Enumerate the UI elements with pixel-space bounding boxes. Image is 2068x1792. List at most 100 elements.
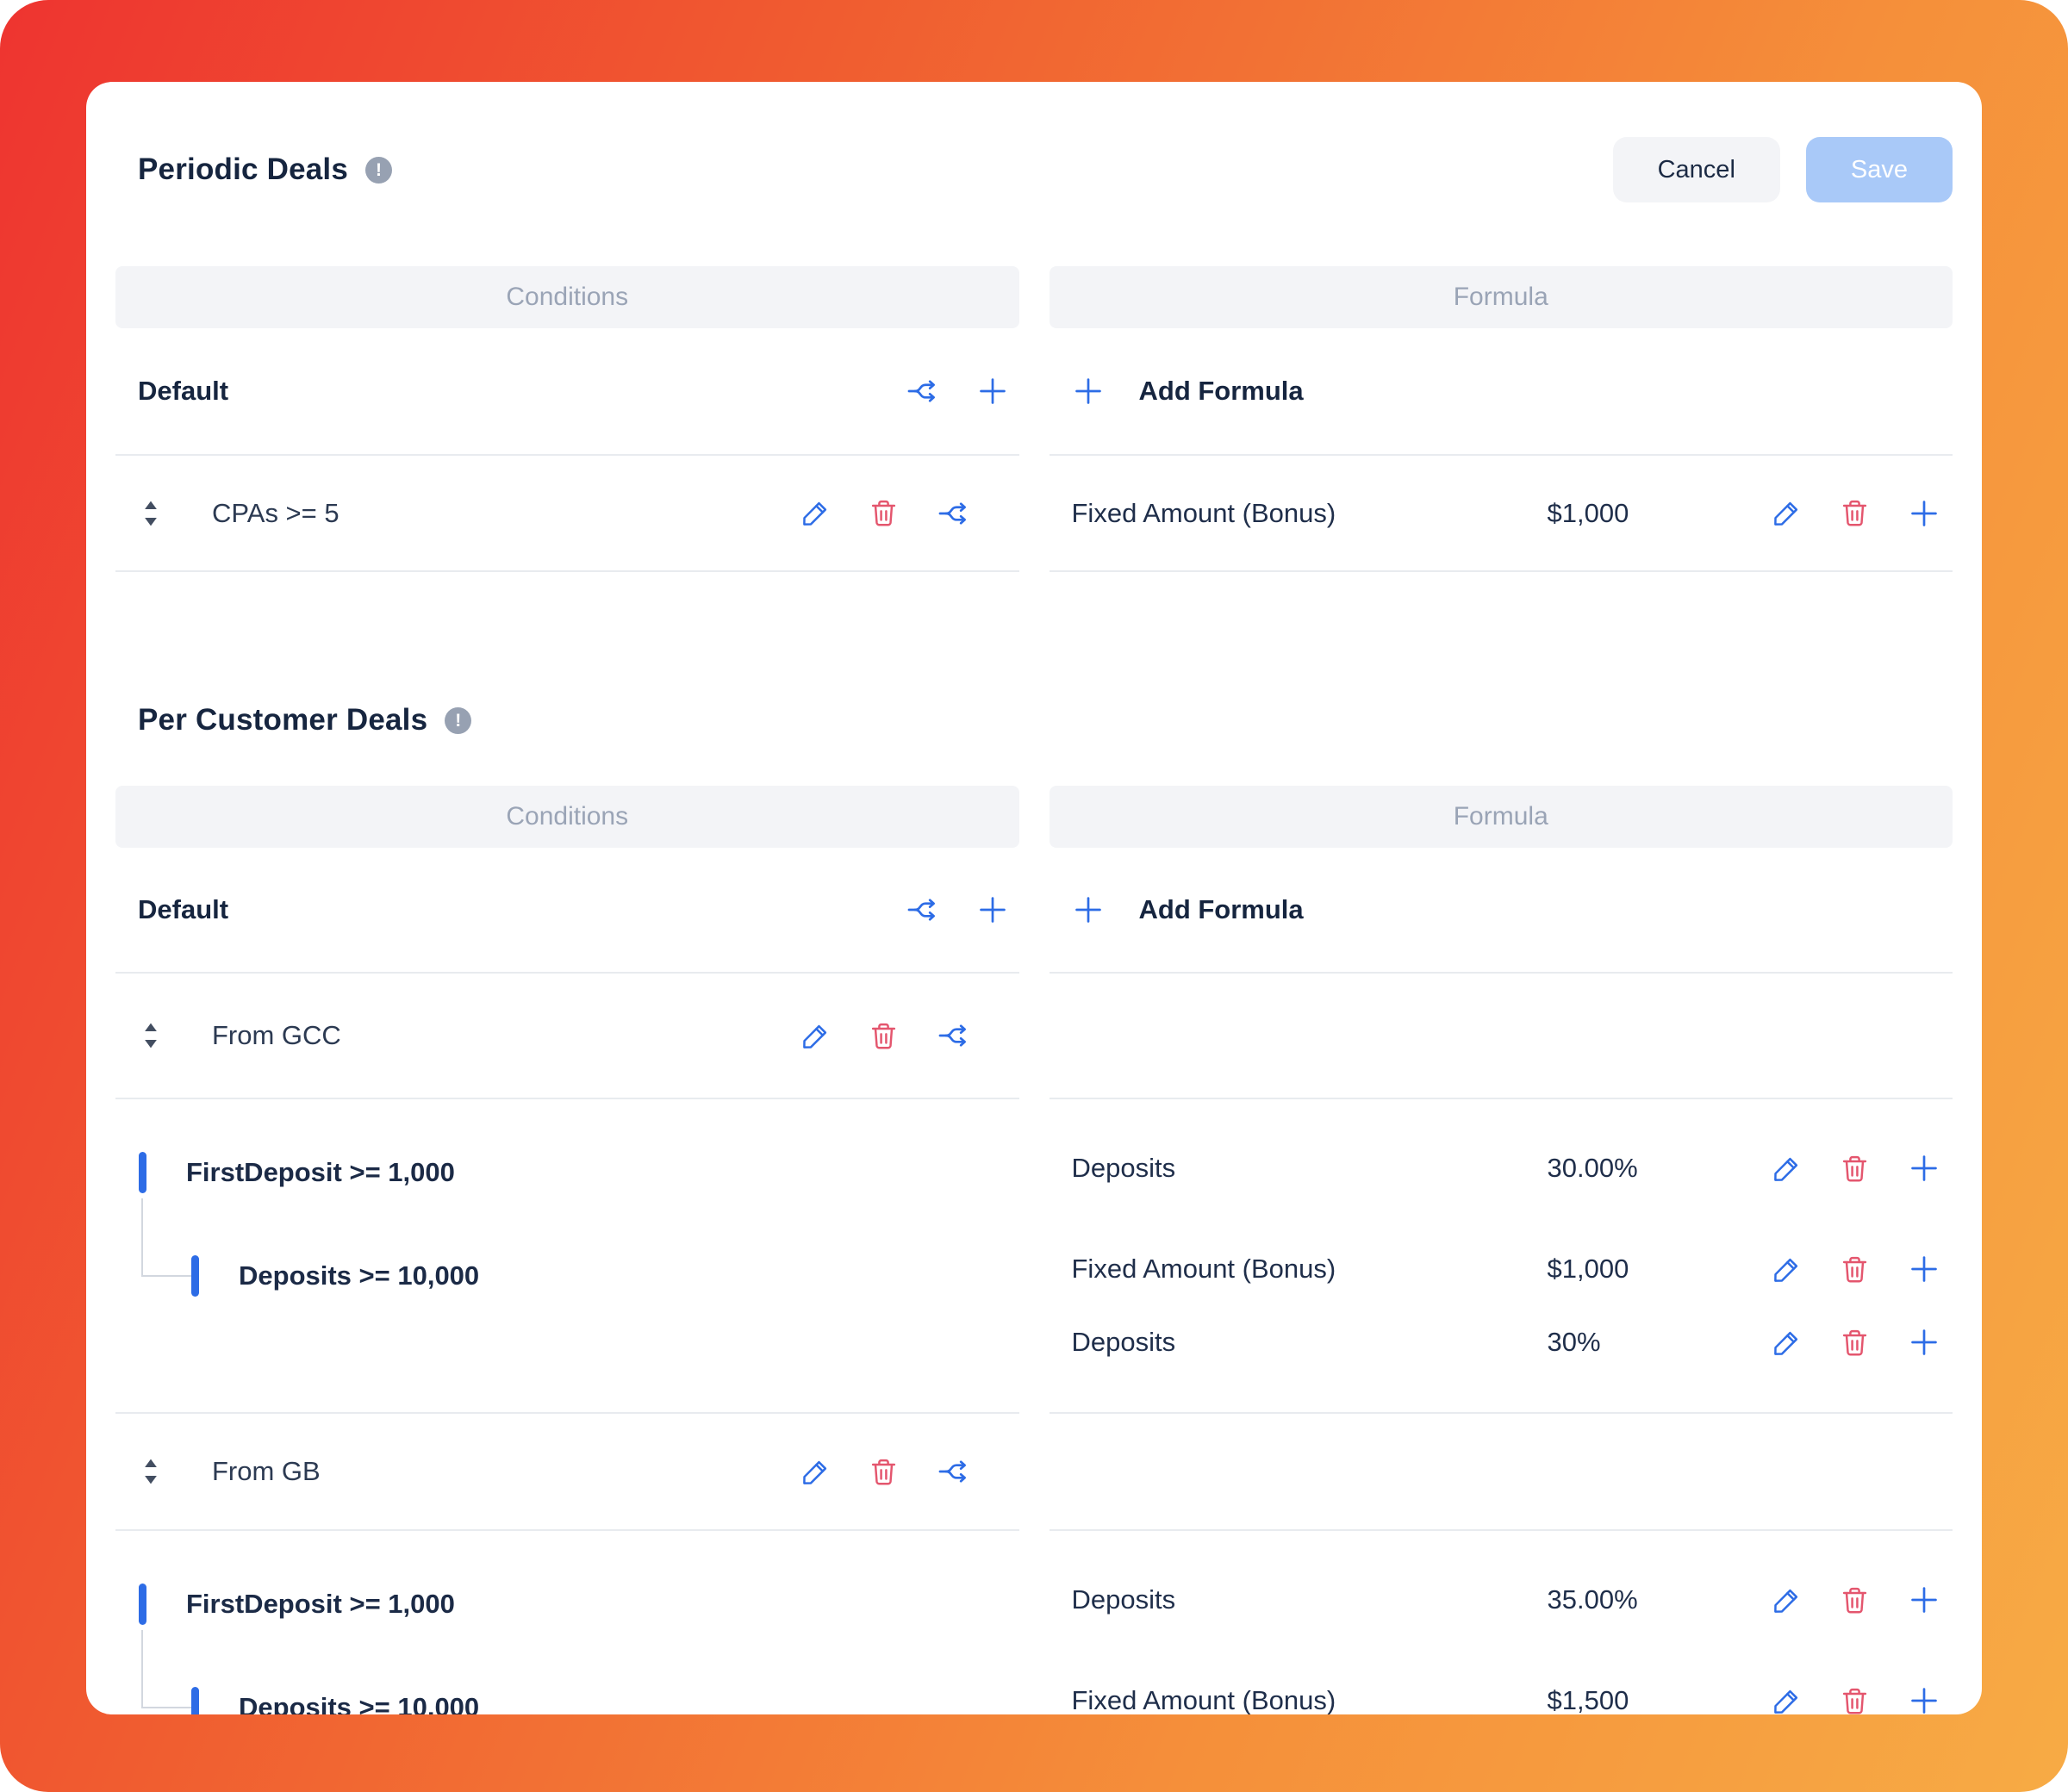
- group-actions: [800, 1019, 969, 1052]
- per-customer-deals-section: Per Customer Deals ! Conditions Formula …: [115, 703, 1953, 1714]
- group-condition-cell: From GCC: [115, 974, 1019, 1099]
- add-formula-label: Add Formula: [1138, 894, 1304, 924]
- edit-formula-button[interactable]: [1772, 1585, 1802, 1615]
- delete-group-button[interactable]: [869, 1457, 899, 1487]
- group-formulas-cell: Deposits 35.00% Fixed Amount (Bonus) $1,…: [1050, 1531, 1953, 1714]
- add-formula-button[interactable]: [1908, 1584, 1940, 1616]
- edit-group-button[interactable]: [800, 1021, 831, 1051]
- formula-stack: Deposits 35.00% Fixed Amount (Bonus) $1,…: [1050, 1531, 1953, 1714]
- edit-formula-button[interactable]: [1772, 1154, 1802, 1184]
- info-icon[interactable]: !: [365, 156, 393, 184]
- add-formula-button[interactable]: [1908, 1253, 1940, 1285]
- formula-value: $1,000: [1547, 1254, 1629, 1284]
- default-band: Default Add Formula: [115, 848, 1953, 974]
- add-formula-label: Add Formula: [1138, 376, 1304, 406]
- header-actions: Cancel Save: [1612, 137, 1953, 202]
- group-band-gb: From GB: [115, 1414, 1953, 1531]
- default-row: Default: [115, 848, 1019, 974]
- drag-handle-icon[interactable]: [138, 1456, 164, 1487]
- group-row: From GCC: [115, 1019, 1019, 1052]
- conditions-column-header: Conditions: [115, 786, 1019, 848]
- group-band-gcc: From GCC: [115, 974, 1953, 1099]
- group-row: From GB: [115, 1455, 1019, 1488]
- formula-row: Deposits 30%: [1050, 1308, 1953, 1377]
- group-actions: [800, 1455, 969, 1488]
- drag-handle-icon[interactable]: [138, 498, 164, 529]
- formula-value: 35.00%: [1547, 1584, 1638, 1615]
- branch-condition-button[interactable]: [906, 893, 938, 926]
- nested-condition-text: Deposits >= 10,000: [239, 1692, 480, 1714]
- add-condition-button[interactable]: [976, 375, 1009, 408]
- save-button[interactable]: Save: [1805, 137, 1953, 202]
- delete-formula-button[interactable]: [1840, 1585, 1870, 1615]
- cancel-button[interactable]: Cancel: [1612, 137, 1780, 202]
- condition-level-bar: [191, 1255, 199, 1297]
- add-formula-icon[interactable]: [1072, 893, 1105, 926]
- nested-condition-text: Deposits >= 10,000: [239, 1260, 480, 1291]
- add-formula-button[interactable]: [1908, 1326, 1940, 1359]
- edit-formula-button[interactable]: [1772, 498, 1802, 528]
- condition-level-bar: [191, 1687, 199, 1714]
- add-formula-button[interactable]: [1908, 1684, 1940, 1714]
- group-name: From GCC: [212, 1020, 341, 1050]
- tree-connector-line: [141, 1198, 191, 1277]
- condition-level-bar: [139, 1152, 146, 1193]
- rule-band: CPAs >= 5 Fixed Amount (Bonus) $1,000: [115, 456, 1953, 572]
- info-icon[interactable]: !: [445, 706, 472, 734]
- formula-value: 30.00%: [1547, 1153, 1638, 1183]
- edit-group-button[interactable]: [800, 1457, 831, 1487]
- delete-formula-button[interactable]: [1840, 1686, 1870, 1715]
- formula-name: Deposits: [1071, 1153, 1176, 1183]
- add-formula-button[interactable]: [1908, 1152, 1940, 1185]
- formula-actions: [1772, 1584, 1940, 1616]
- formula-column-header: Formula: [1049, 266, 1953, 328]
- formula-name: Fixed Amount (Bonus): [1071, 1254, 1336, 1284]
- formula-name: Deposits: [1071, 1584, 1176, 1615]
- panel-header: Periodic Deals ! Cancel Save: [115, 82, 1953, 202]
- delete-condition-button[interactable]: [869, 498, 899, 528]
- nested-condition-row: FirstDeposit >= 1,000: [115, 1129, 1019, 1216]
- formula-row: Fixed Amount (Bonus) $1,500: [1050, 1662, 1953, 1714]
- nested-conditions-cell: FirstDeposit >= 1,000 Deposits >= 10,000: [115, 1531, 1019, 1714]
- edit-formula-button[interactable]: [1772, 1328, 1802, 1358]
- formula-value: $1,000: [1547, 497, 1629, 528]
- nested-condition-text: FirstDeposit >= 1,000: [186, 1157, 455, 1187]
- formula-name: Fixed Amount (Bonus): [1071, 1685, 1336, 1714]
- formula-actions: [1772, 1152, 1940, 1185]
- formula-column-header: Formula: [1049, 786, 1953, 848]
- add-formula-icon[interactable]: [1072, 375, 1105, 408]
- delete-formula-button[interactable]: [1840, 1254, 1870, 1285]
- delete-group-button[interactable]: [869, 1021, 899, 1051]
- formula-cell: Fixed Amount (Bonus) $1,000: [1049, 456, 1953, 572]
- branch-condition-button[interactable]: [906, 375, 938, 408]
- formula-actions: [1772, 1253, 1940, 1285]
- add-formula-button[interactable]: [1908, 497, 1940, 530]
- delete-formula-button[interactable]: [1840, 498, 1870, 528]
- add-condition-button[interactable]: [976, 893, 1009, 926]
- condition-text: CPAs >= 5: [212, 497, 339, 528]
- delete-formula-button[interactable]: [1840, 1154, 1870, 1184]
- branch-group-button[interactable]: [937, 1455, 969, 1488]
- formula-actions: [1772, 1326, 1940, 1359]
- default-label: Default: [138, 894, 229, 924]
- group-condition-cell: From GB: [115, 1414, 1019, 1531]
- deals-panel: Periodic Deals ! Cancel Save Conditions …: [86, 82, 1982, 1714]
- conditions-column-header: Conditions: [115, 266, 1019, 328]
- edit-condition-button[interactable]: [800, 498, 831, 528]
- add-formula-row[interactable]: Add Formula: [1049, 328, 1953, 456]
- section-title: Per Customer Deals: [138, 703, 428, 737]
- delete-formula-button[interactable]: [1840, 1328, 1870, 1358]
- edit-formula-button[interactable]: [1772, 1254, 1802, 1285]
- add-formula-row[interactable]: Add Formula: [1049, 848, 1953, 974]
- formula-row: Fixed Amount (Bonus) $1,000: [1050, 497, 1953, 530]
- drag-handle-icon[interactable]: [138, 1020, 164, 1051]
- tree-connector-line: [141, 1630, 191, 1708]
- default-label: Default: [138, 376, 229, 406]
- default-band: Default Add Formula: [115, 328, 1953, 456]
- default-row-actions: [906, 893, 1009, 926]
- branch-group-button[interactable]: [937, 1019, 969, 1052]
- group-formulas-cell: Deposits 30.00% Fixed Amount (Bonus) $1,…: [1049, 1099, 1953, 1414]
- branch-condition-button[interactable]: [937, 497, 969, 530]
- edit-formula-button[interactable]: [1772, 1686, 1802, 1715]
